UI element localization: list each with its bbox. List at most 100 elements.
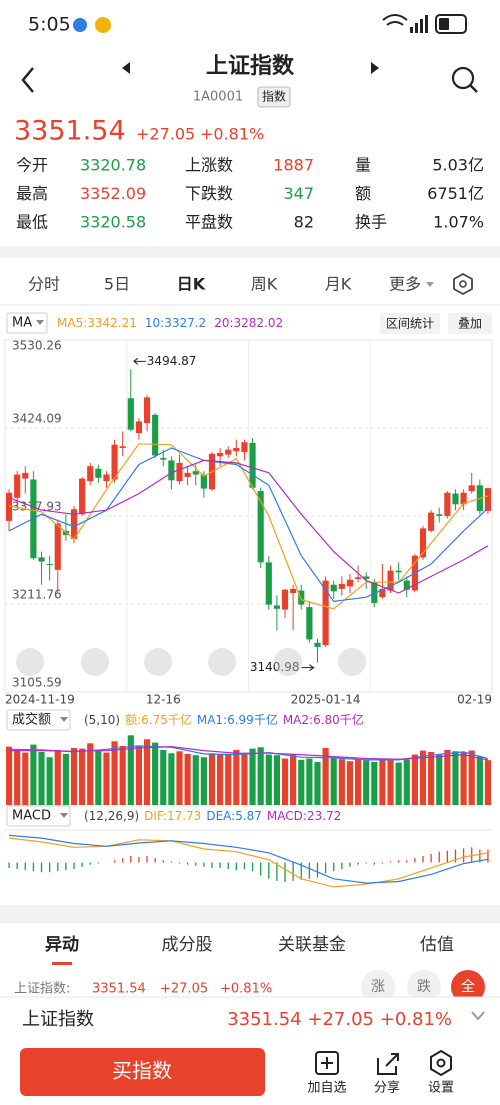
footer-price: 3351.54 bbox=[227, 1009, 301, 1030]
volume-box[interactable] bbox=[6, 709, 71, 731]
chart-control[interactable] bbox=[208, 648, 236, 676]
period-tab[interactable]: 月K bbox=[325, 275, 352, 294]
volume-bar bbox=[330, 758, 337, 805]
next-button[interactable] bbox=[371, 62, 379, 74]
period-tab[interactable]: 周K bbox=[251, 275, 278, 294]
volume-bar bbox=[79, 748, 86, 805]
action-label[interactable]: 分享 bbox=[374, 1080, 400, 1096]
candle-body bbox=[54, 523, 61, 570]
ma-line bbox=[8, 443, 489, 610]
candle-body bbox=[103, 474, 110, 482]
volume-bar bbox=[184, 753, 191, 805]
period-tab[interactable]: 日K bbox=[177, 275, 206, 294]
bottom-tab[interactable]: 成分股 bbox=[162, 935, 213, 955]
legend-item: MA1:6.99千亿 bbox=[197, 712, 278, 727]
candle-body bbox=[371, 582, 378, 603]
stat-label: 下跌数 bbox=[185, 184, 233, 203]
x-tick-label: 02-19 bbox=[457, 693, 492, 707]
period-tab[interactable]: 分时 bbox=[28, 275, 60, 294]
volume-bar bbox=[363, 760, 370, 805]
stat-value: 1.07% bbox=[433, 213, 484, 232]
period-tab[interactable]: 5日 bbox=[104, 275, 130, 294]
filter-button[interactable] bbox=[451, 970, 485, 1004]
button-box[interactable] bbox=[380, 313, 440, 334]
y-tick-label: 3424.09 bbox=[12, 412, 62, 426]
action-label[interactable]: 加自选 bbox=[307, 1081, 346, 1096]
volume-bar bbox=[103, 752, 110, 805]
action-label[interactable]: 设置 bbox=[428, 1081, 454, 1096]
volume-bar bbox=[354, 759, 362, 805]
title: 上证指数 bbox=[206, 53, 295, 79]
candle-body bbox=[249, 442, 256, 488]
macd-box[interactable] bbox=[6, 805, 71, 827]
period-tab[interactable]: 更多 bbox=[389, 275, 421, 294]
filter-button[interactable] bbox=[361, 970, 395, 1004]
indicator-box[interactable] bbox=[6, 312, 48, 334]
chart-control[interactable] bbox=[274, 648, 302, 676]
candle-body bbox=[484, 488, 492, 511]
filter-button[interactable] bbox=[407, 970, 441, 1004]
toolbar-button[interactable]: 叠加 bbox=[458, 317, 482, 331]
volume-bar bbox=[468, 750, 475, 805]
tab-underline bbox=[52, 962, 72, 965]
settings-hex[interactable] bbox=[453, 272, 473, 296]
candle-body bbox=[200, 474, 207, 489]
add-icon[interactable] bbox=[315, 1051, 339, 1075]
volume-bar bbox=[46, 757, 53, 805]
stat-value: 347 bbox=[283, 184, 314, 203]
candle-body bbox=[395, 570, 402, 573]
volume-bar bbox=[257, 747, 264, 805]
volume-bar bbox=[314, 761, 321, 805]
volume-bar bbox=[152, 742, 159, 805]
candle-body bbox=[379, 588, 386, 598]
chart-control[interactable] bbox=[338, 648, 366, 676]
candle-body bbox=[95, 468, 102, 478]
macd-label: MACD bbox=[12, 809, 51, 824]
buy-button[interactable] bbox=[20, 1048, 265, 1096]
toolbar-button[interactable]: 区间统计 bbox=[386, 317, 434, 331]
y-tick-label: 3211.76 bbox=[12, 587, 62, 601]
prev-button[interactable] bbox=[122, 62, 130, 74]
indicator: MA bbox=[12, 316, 32, 331]
tag: 指数 bbox=[262, 89, 286, 104]
caret bbox=[60, 813, 68, 818]
y-tick-label: 3530.26 bbox=[12, 339, 62, 353]
stat-value: 1887 bbox=[273, 156, 314, 175]
buy-label[interactable]: 买指数 bbox=[112, 1059, 172, 1083]
bottom-tab[interactable]: 关联基金 bbox=[278, 935, 346, 955]
settings-icon[interactable] bbox=[430, 1049, 452, 1077]
candle-body bbox=[460, 492, 467, 505]
add-plus bbox=[321, 1057, 333, 1069]
volume-bar bbox=[444, 749, 451, 805]
chart-control[interactable] bbox=[81, 648, 109, 676]
period-tabs: 分时 5日 日K 周K 月K 更多 bbox=[28, 275, 434, 294]
footer-change: +27.05 bbox=[307, 1009, 374, 1030]
candle-body bbox=[452, 493, 459, 505]
indicator-caret bbox=[36, 320, 44, 325]
candle-body bbox=[444, 492, 451, 516]
bottom-tab[interactable]: 估值 bbox=[420, 935, 454, 955]
expand-caret[interactable] bbox=[471, 1011, 485, 1021]
candle-body bbox=[46, 564, 53, 566]
bottom-tab[interactable]: 异动 bbox=[45, 935, 79, 955]
chart-control[interactable] bbox=[144, 648, 172, 676]
chart-control[interactable] bbox=[16, 648, 44, 676]
more-caret bbox=[426, 282, 434, 287]
share-icon[interactable] bbox=[377, 1053, 399, 1075]
search-button[interactable] bbox=[451, 66, 475, 90]
candle-body bbox=[403, 580, 410, 590]
volume-label: 成交额 bbox=[12, 712, 51, 728]
button-box[interactable] bbox=[448, 313, 492, 334]
stat-value: 3352.09 bbox=[80, 184, 146, 203]
candle-body bbox=[168, 460, 175, 481]
volume-bar bbox=[281, 758, 289, 805]
ma-line bbox=[8, 459, 489, 594]
stat-value: 5.03亿 bbox=[432, 156, 484, 175]
status-icon bbox=[73, 18, 87, 32]
volume-bar bbox=[176, 751, 183, 805]
candle-body bbox=[265, 562, 272, 605]
low-label: 3140.98 bbox=[250, 660, 300, 674]
back-button[interactable] bbox=[21, 67, 34, 93]
stat-value: 3320.58 bbox=[80, 213, 146, 232]
